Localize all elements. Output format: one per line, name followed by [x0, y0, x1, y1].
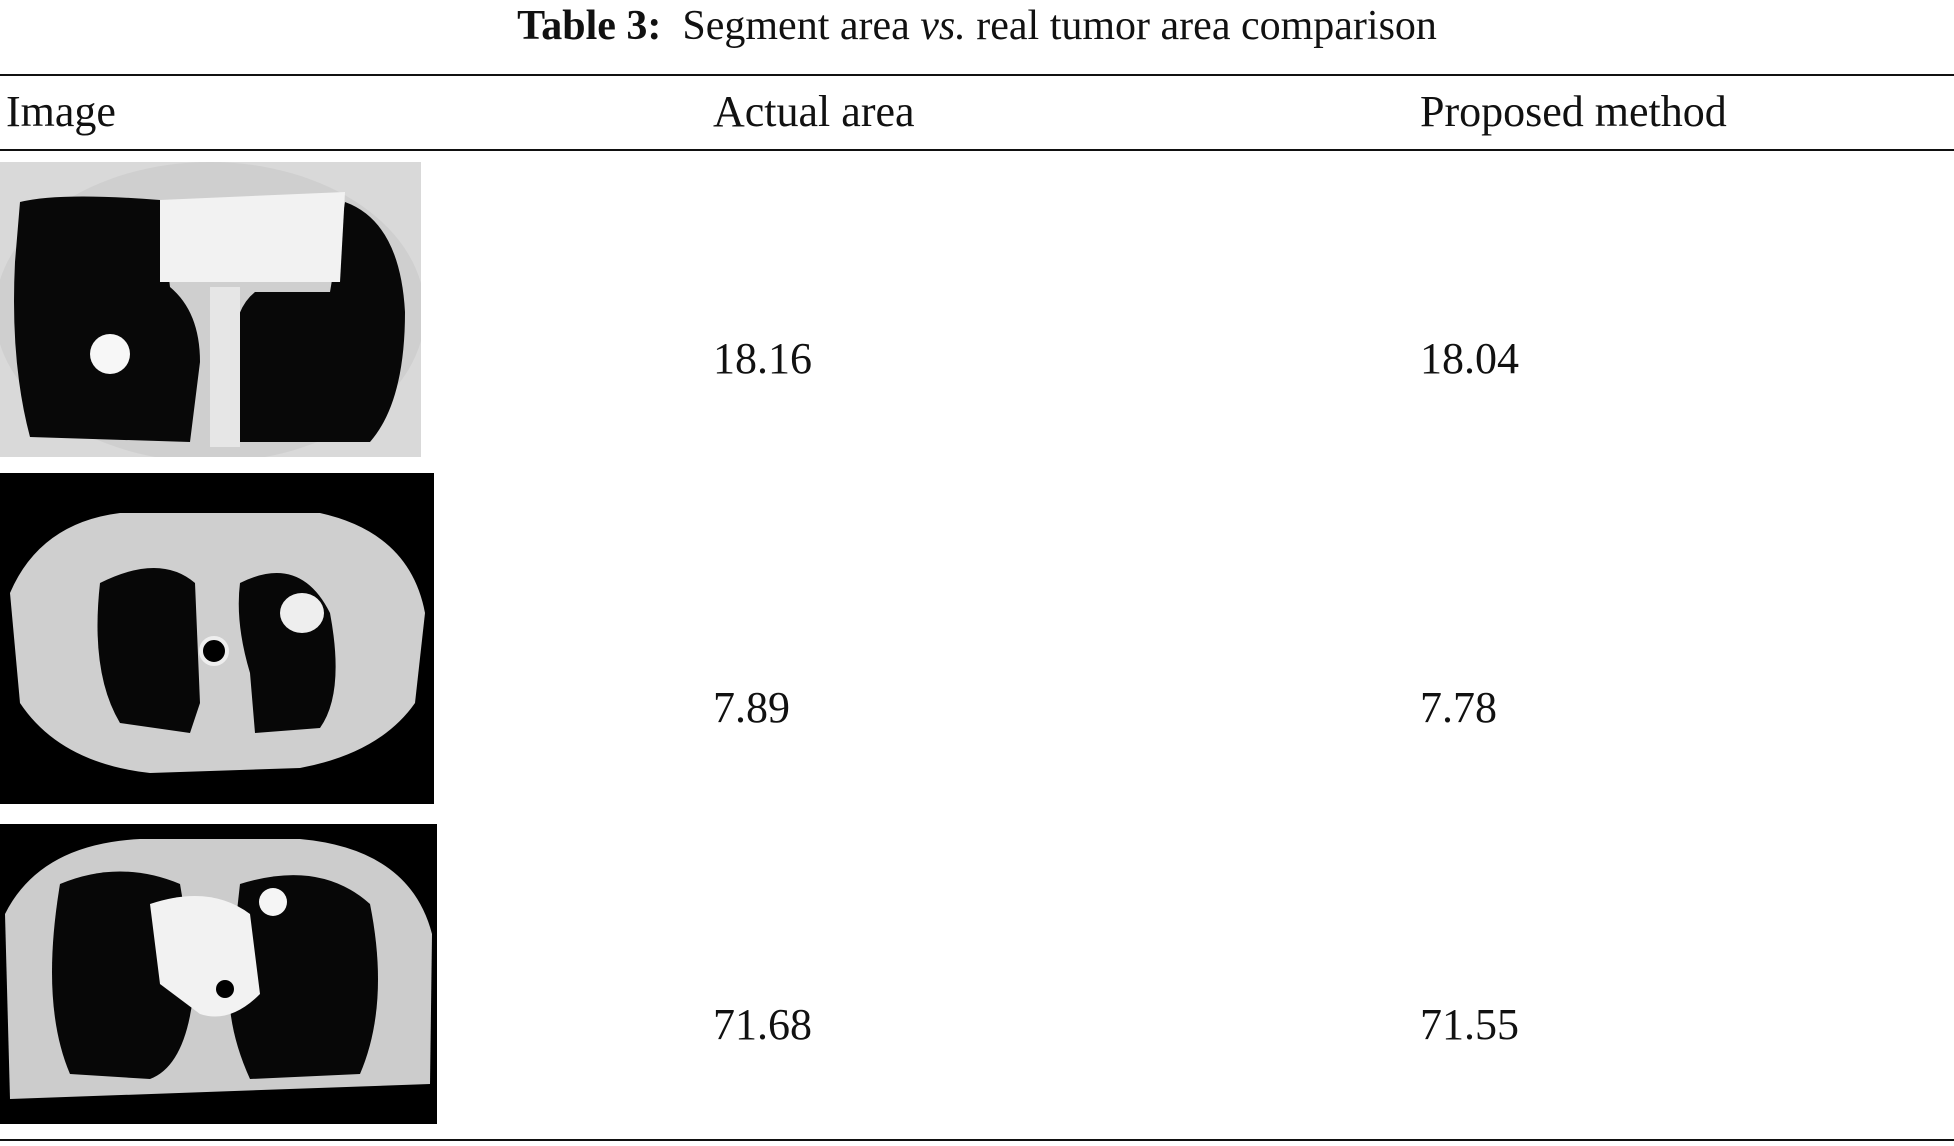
table-cell: 7.89 [713, 683, 790, 732]
ct-image [0, 824, 437, 1124]
header-cell: Image [6, 87, 116, 136]
table-cell: 18.04 [1420, 334, 1519, 383]
table-caption: Table 3: Segment area vs. real tumor are… [0, 2, 1954, 50]
table-cell: 18.16 [713, 334, 812, 383]
table-cell: 71.55 [1420, 1000, 1519, 1049]
ct-image [0, 162, 421, 457]
header-cell: Actual area [713, 87, 915, 136]
bottom-rule [0, 1139, 1954, 1141]
caption-text: Segment area [682, 3, 910, 49]
top-rule [0, 74, 1954, 76]
table-cell: 71.68 [713, 1000, 812, 1049]
table-cell: 7.78 [1420, 683, 1497, 732]
caption-emphasis: vs. [920, 3, 966, 49]
header-rule [0, 149, 1954, 151]
ct-image [0, 473, 434, 804]
caption-text: real tumor area comparison [976, 3, 1437, 49]
header-cell: Proposed method [1420, 87, 1727, 136]
caption-label: Table 3: [517, 3, 662, 49]
